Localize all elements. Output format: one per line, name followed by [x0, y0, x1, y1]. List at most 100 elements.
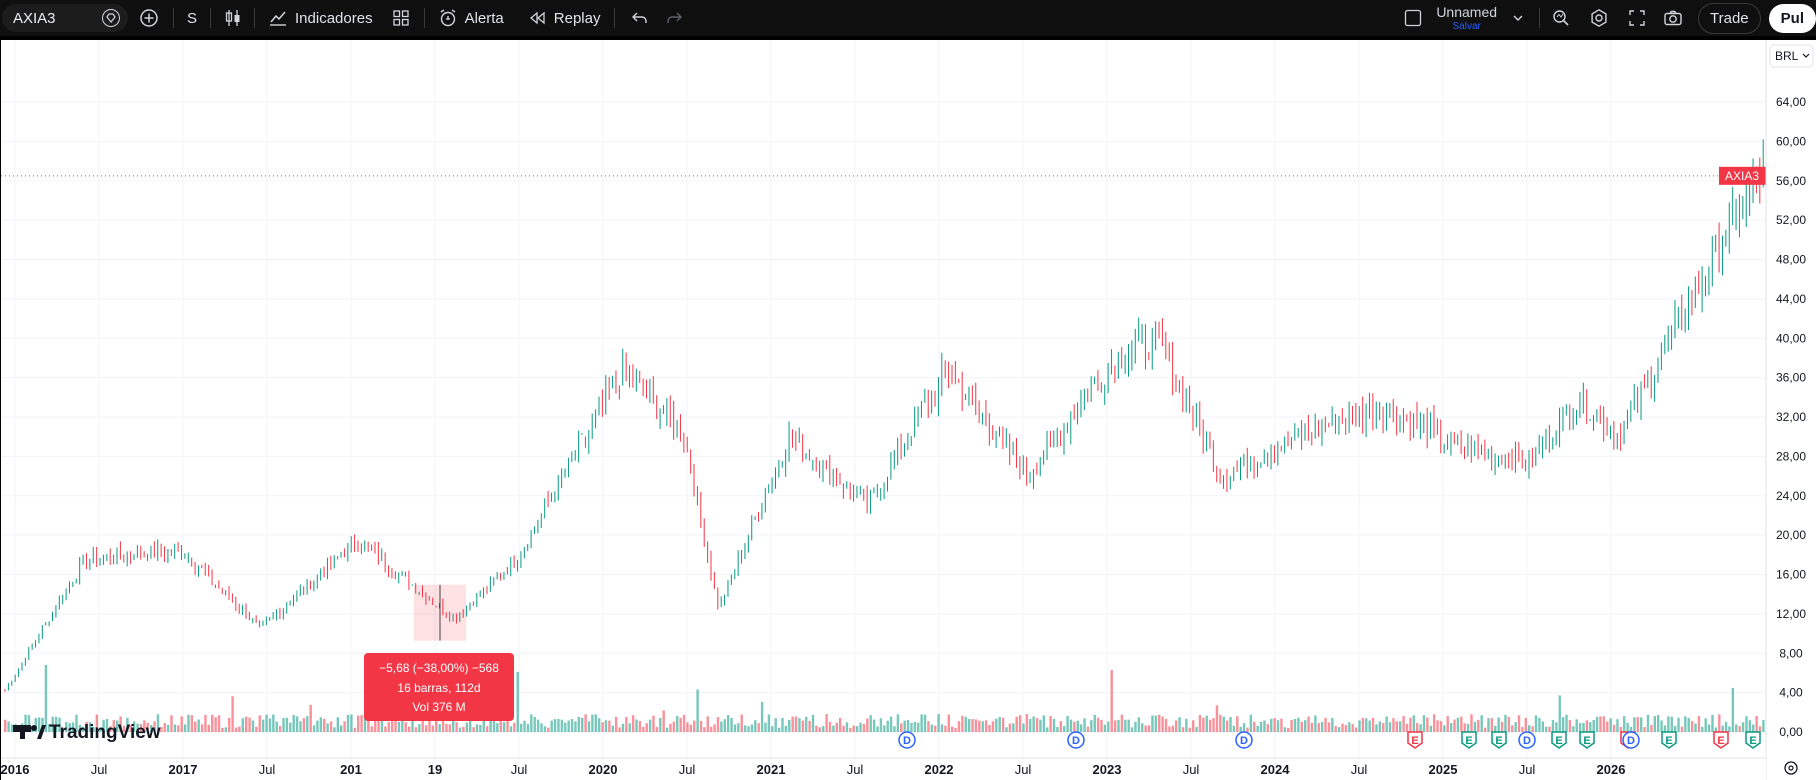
publish-button[interactable]: Pul — [1768, 3, 1816, 33]
layout-name[interactable]: Unnamed Salvar — [1436, 5, 1497, 32]
volume-bar — [411, 715, 414, 732]
volume-bar — [309, 704, 312, 732]
price-tick-label: 28,00 — [1776, 449, 1806, 463]
volume-bar — [1711, 714, 1714, 732]
earnings-marker[interactable]: E — [1407, 731, 1423, 749]
marker-shape — [1461, 731, 1477, 749]
volume-bar — [608, 720, 611, 732]
volume-bar — [838, 717, 842, 732]
price-chart[interactable]: AXIA356,501d 3h14,969,28−5,68 (−38,00%) … — [1, 40, 1816, 780]
axis-settings-icon[interactable] — [1784, 761, 1798, 775]
symbol-tag: AXIA3 — [1725, 169, 1759, 183]
candles-icon[interactable] — [222, 7, 244, 29]
volume-bar — [479, 724, 482, 732]
volume-bar — [750, 724, 754, 732]
logo-mark — [37, 725, 46, 739]
volume-bar — [438, 724, 441, 732]
earnings-marker[interactable]: E — [1745, 731, 1761, 749]
volume-bar — [1449, 723, 1453, 732]
volume-bar — [1107, 721, 1110, 732]
dividend-marker[interactable]: D — [1235, 731, 1253, 749]
volume-bar — [1558, 695, 1561, 732]
volume-bar — [1490, 718, 1494, 732]
chevron-down-icon[interactable] — [1507, 7, 1529, 29]
volume-bar — [1324, 717, 1327, 732]
volume-bar — [285, 717, 289, 732]
volume-bar — [991, 721, 995, 732]
indicators-button[interactable]: Indicadores — [267, 0, 373, 36]
volume-bar — [469, 718, 472, 732]
trade-button[interactable]: Trade — [1698, 2, 1761, 34]
volume-bar — [896, 714, 900, 732]
volume-bar — [1432, 714, 1436, 732]
volume-bar — [88, 722, 92, 732]
dividend-marker[interactable]: D — [898, 731, 916, 749]
volume-bar — [1212, 718, 1215, 732]
volume-bar — [1473, 721, 1477, 732]
symbol-search[interactable]: AXIA3 — [2, 4, 128, 32]
volume-bar — [1707, 724, 1711, 732]
volume-bar — [323, 718, 326, 732]
earnings-marker[interactable]: E — [1491, 731, 1507, 749]
interval-button[interactable]: S — [187, 0, 197, 36]
symbol-tag-box — [1719, 166, 1766, 185]
layout-square-icon[interactable] — [1402, 7, 1424, 29]
gear-ring — [1784, 761, 1798, 775]
volume-bar — [241, 718, 244, 732]
volume-bar — [112, 720, 116, 732]
undo-icon[interactable] — [629, 7, 651, 29]
volume-bar — [1117, 719, 1120, 732]
volume-bar — [1463, 723, 1466, 732]
volume-bar — [1409, 717, 1412, 732]
volume-bar — [923, 714, 927, 732]
volume-bar — [1124, 719, 1127, 732]
volume-bar — [85, 721, 88, 732]
volume-bar — [197, 719, 200, 732]
marker-shape — [1518, 731, 1536, 749]
volume-bar — [1724, 721, 1728, 732]
earnings-marker[interactable]: E — [1661, 731, 1677, 749]
volume-bar — [1395, 721, 1399, 732]
alert-button[interactable]: Alerta — [437, 0, 504, 36]
earnings-marker[interactable]: E — [1713, 731, 1729, 749]
earnings-marker[interactable]: E — [1551, 731, 1567, 749]
volume-bar — [465, 722, 469, 732]
volume-bar — [574, 721, 577, 732]
marker-label: E — [1555, 735, 1562, 747]
settings-gear-icon[interactable] — [1588, 7, 1610, 29]
volume-bar — [431, 725, 435, 732]
layout-save-label: Salvar — [1452, 20, 1481, 32]
volume-bar — [41, 717, 44, 732]
alarm-clock-icon — [437, 7, 459, 29]
dividend-marker[interactable]: D — [1518, 731, 1536, 749]
redo-icon[interactable] — [663, 7, 685, 29]
volume-bar — [156, 714, 160, 732]
camera-icon[interactable] — [1662, 7, 1684, 29]
replay-button[interactable]: Replay — [526, 0, 600, 36]
volume-bar — [312, 725, 316, 732]
volume-bar — [696, 689, 699, 732]
add-symbol-icon[interactable] — [138, 7, 160, 29]
chart-area[interactable]: AXIA356,501d 3h14,969,28−5,68 (−38,00%) … — [1, 40, 1816, 780]
dividend-marker[interactable]: D — [1067, 731, 1085, 749]
marker-label: D — [1627, 735, 1635, 747]
volume-bar — [1079, 724, 1083, 732]
diamond-icon[interactable] — [102, 9, 120, 27]
volume-bar — [289, 722, 292, 732]
volume-bar — [183, 724, 187, 732]
volume-bar — [1575, 719, 1578, 732]
volume-bar — [1673, 726, 1677, 732]
volume-bar — [974, 719, 978, 732]
volume-bar — [788, 720, 791, 732]
quick-search-icon[interactable] — [1550, 7, 1572, 29]
dividend-marker[interactable]: D — [1622, 731, 1640, 749]
volume-bar — [1534, 715, 1538, 732]
volume-bar — [1680, 726, 1684, 732]
earnings-marker[interactable]: E — [1579, 731, 1595, 749]
currency-selector[interactable]: BRL — [1769, 44, 1814, 68]
earnings-marker[interactable]: E — [1461, 731, 1477, 749]
volume-bar — [1514, 722, 1517, 732]
fullscreen-icon[interactable] — [1626, 7, 1648, 29]
templates-icon[interactable] — [390, 7, 412, 29]
volume-bar — [132, 721, 136, 732]
